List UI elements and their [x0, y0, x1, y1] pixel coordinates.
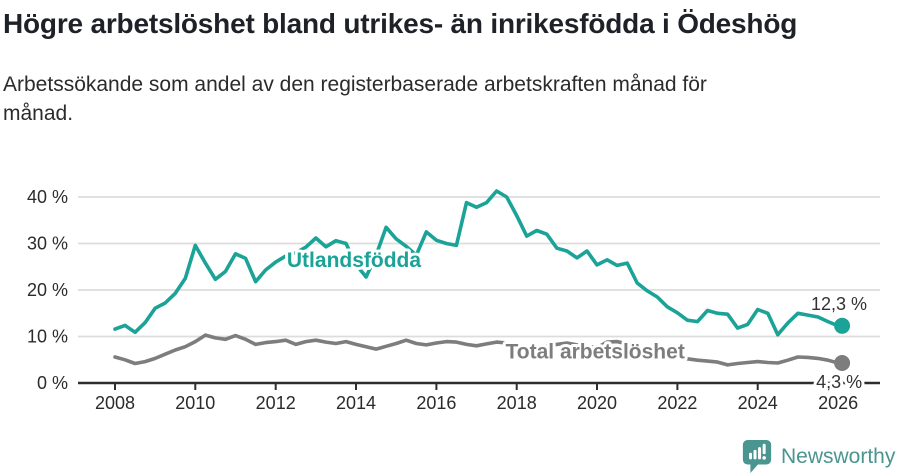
y-tick-label: 0 % — [37, 373, 68, 393]
x-tick-label: 2022 — [657, 393, 697, 413]
y-tick-label: 30 % — [27, 234, 68, 254]
chart-annotation: Total arbetslöshet — [506, 340, 685, 363]
x-tick-label: 2018 — [497, 393, 537, 413]
chart-annotation: Utlandsfödda — [287, 249, 421, 272]
chart-subtitle-line-1: Arbetssökande som andel av den registerb… — [3, 73, 707, 96]
brand-name: Newsworthy — [781, 444, 896, 468]
logo-bar-1 — [749, 452, 753, 460]
x-tick-label: 2020 — [577, 393, 617, 413]
series-line — [113, 189, 840, 337]
chart-annotation: 4,3 % — [816, 372, 862, 392]
series-line — [113, 333, 840, 367]
brand-footer[interactable]: Newsworthy — [741, 439, 895, 474]
x-tick-label: 2026 — [818, 393, 858, 413]
x-tick-label: 2010 — [175, 393, 215, 413]
y-tick-label: 40 % — [27, 187, 68, 207]
chart-subtitle: Arbetssökande som andel av den registerb… — [3, 70, 843, 128]
x-tick-label: 2008 — [95, 393, 135, 413]
chart-subtitle-line-2: månad. — [3, 102, 74, 125]
x-tick-label: 2016 — [416, 393, 456, 413]
logo-exclamation-bar — [762, 443, 766, 455]
series-end-dot — [834, 355, 851, 371]
y-tick-label: 10 % — [27, 327, 68, 347]
y-tick-label: 20 % — [27, 280, 68, 300]
chart-annotation: 12,3 % — [811, 294, 867, 314]
logo-exclamation-dot — [762, 456, 766, 460]
x-tick-label: 2012 — [256, 393, 296, 413]
logo-bar-2 — [753, 449, 757, 460]
line-chart: 2008 2010 2012 2014 2016 2018 2020 2022 2024 2026… — [27, 187, 880, 413]
x-tick-label: 2024 — [738, 393, 778, 413]
series-end-dot — [834, 317, 851, 334]
x-tick-label: 2014 — [336, 393, 376, 413]
logo-bar-3 — [758, 447, 762, 460]
chart-title: Högre arbetslöshet bland utrikes- än inr… — [3, 8, 798, 39]
newsworthy-logo-icon — [742, 440, 772, 473]
